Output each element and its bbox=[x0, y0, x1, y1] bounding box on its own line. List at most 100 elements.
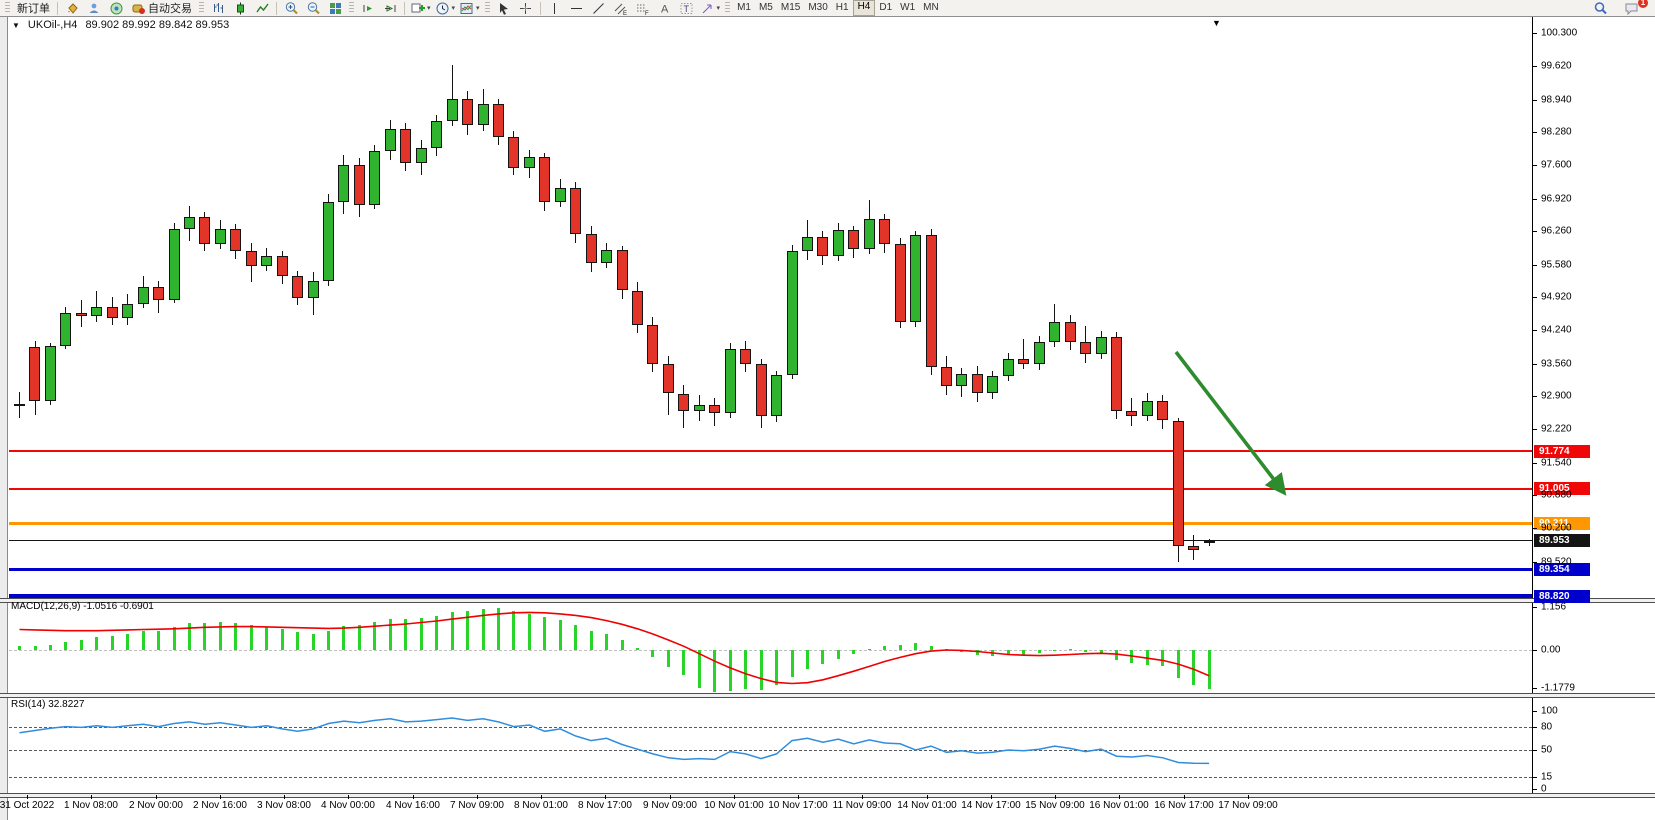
arrows-button[interactable]: ▾ bbox=[698, 1, 723, 16]
time-axis-tick bbox=[413, 795, 414, 799]
auto-scroll-button[interactable] bbox=[357, 1, 379, 16]
price-axis-tick bbox=[1532, 132, 1537, 134]
cursor-button[interactable] bbox=[493, 1, 515, 16]
line-chart-type-button[interactable] bbox=[251, 1, 273, 16]
macd-histogram-bar bbox=[682, 650, 686, 676]
auto-trading-button[interactable]: 自动交易 bbox=[127, 1, 196, 16]
candle-body bbox=[1141, 400, 1153, 416]
bar-chart-type-button[interactable] bbox=[207, 1, 229, 16]
time-axis-label: 16 Nov 17:00 bbox=[1154, 800, 1214, 811]
price-axis-label: 98.280 bbox=[1541, 126, 1572, 138]
tile-windows-button[interactable] bbox=[324, 1, 346, 16]
price-hline-88.820[interactable] bbox=[9, 594, 1532, 599]
text-button[interactable]: A bbox=[654, 1, 676, 16]
candle-body bbox=[678, 393, 690, 411]
timeframe-button-M30[interactable]: M30 bbox=[808, 2, 828, 13]
macd-histogram-bar bbox=[898, 644, 902, 650]
timeframe-button-M5[interactable]: M5 bbox=[758, 2, 773, 13]
candle-wick bbox=[96, 290, 98, 323]
toolbar-grip[interactable] bbox=[484, 2, 490, 14]
timeframe-button-M1[interactable]: M1 bbox=[737, 2, 751, 13]
annotation-arrow[interactable] bbox=[1174, 350, 1287, 496]
candle-body bbox=[709, 404, 721, 414]
search-button[interactable] bbox=[1589, 1, 1611, 16]
candle-body bbox=[755, 364, 767, 416]
macd-axis-tick bbox=[1532, 607, 1537, 608]
price-hline-91.005[interactable] bbox=[9, 487, 1532, 490]
candle-body bbox=[740, 349, 752, 365]
vertical-line-button[interactable] bbox=[544, 1, 566, 16]
price-hline-91.774[interactable] bbox=[9, 450, 1532, 453]
tile-windows-icon bbox=[329, 2, 341, 14]
timeframe-button-D1[interactable]: D1 bbox=[879, 2, 893, 13]
macd-histogram-bar bbox=[95, 637, 99, 650]
time-axis-tick bbox=[156, 795, 157, 799]
profiles-button[interactable] bbox=[83, 1, 105, 16]
chart-menu-icon[interactable]: ▼ bbox=[12, 20, 20, 30]
timeframe-button-H1[interactable]: H1 bbox=[835, 2, 849, 13]
timeframe-button-M15[interactable]: M15 bbox=[780, 2, 801, 13]
toolbar-grip[interactable] bbox=[725, 2, 731, 14]
macd-histogram-bar bbox=[203, 622, 207, 650]
panel-separator[interactable] bbox=[0, 693, 1655, 698]
zoom-in-button[interactable] bbox=[280, 1, 302, 16]
macd-histogram-bar bbox=[187, 623, 191, 650]
price-axis-label: 92.220 bbox=[1541, 423, 1572, 435]
periods-button[interactable]: ▾ bbox=[433, 1, 458, 16]
fibonacci-button[interactable]: F bbox=[632, 1, 654, 16]
rsi-axis-label: 50 bbox=[1541, 744, 1553, 756]
timeframe-button-MN[interactable]: MN bbox=[923, 2, 939, 13]
templates-button[interactable]: ▾ bbox=[457, 1, 482, 16]
candle-body bbox=[817, 236, 829, 257]
price-hline-89.953[interactable] bbox=[9, 540, 1532, 541]
macd-histogram-bar bbox=[218, 621, 222, 650]
crosshair-button[interactable] bbox=[515, 1, 537, 16]
chart-plot-area[interactable]: ▼ UKOil-,H4 89.902 89.992 89.842 89.953 … bbox=[0, 17, 1655, 820]
price-axis-tick bbox=[1532, 231, 1537, 233]
panel-separator[interactable] bbox=[0, 793, 1655, 798]
candle-body bbox=[338, 165, 350, 203]
chart-shift-button[interactable] bbox=[379, 1, 401, 16]
macd-histogram-bar bbox=[1037, 650, 1041, 653]
candle-body bbox=[307, 280, 319, 298]
macd-histogram-bar bbox=[728, 650, 732, 691]
time-axis-label: 8 Nov 17:00 bbox=[578, 800, 632, 811]
price-hline-89.354[interactable] bbox=[9, 568, 1532, 572]
candle-body bbox=[91, 306, 103, 317]
horizontal-line-button[interactable] bbox=[566, 1, 588, 16]
candle-body bbox=[570, 187, 582, 235]
candle-body bbox=[910, 235, 922, 323]
equidistant-channel-button[interactable]: E bbox=[610, 1, 632, 16]
trendline-button[interactable] bbox=[588, 1, 610, 16]
toolbar-grip[interactable] bbox=[199, 2, 204, 14]
candle-body bbox=[168, 229, 180, 301]
chart-shift-marker-icon[interactable]: ▼ bbox=[1212, 18, 1221, 28]
new-order-button[interactable]: 新订单 bbox=[17, 3, 50, 15]
time-axis-label: 16 Nov 01:00 bbox=[1089, 800, 1149, 811]
price-axis-tick bbox=[1532, 330, 1537, 332]
styler-button[interactable] bbox=[61, 1, 83, 16]
rsi-level-line bbox=[9, 726, 1532, 728]
dropdown-arrow-icon: ▾ bbox=[451, 4, 456, 12]
time-axis-label: 9 Nov 09:00 bbox=[643, 800, 697, 811]
timeframe-button-H4[interactable]: H4 bbox=[852, 0, 876, 16]
rsi-line bbox=[19, 717, 1210, 765]
price-hline-90.311[interactable] bbox=[9, 521, 1532, 525]
macd-histogram-bar bbox=[697, 650, 701, 688]
candle-body bbox=[245, 251, 257, 266]
zoom-out-button[interactable] bbox=[302, 1, 324, 16]
macd-axis-label: 0.00 bbox=[1541, 644, 1561, 656]
chat-button[interactable]: 1 bbox=[1621, 0, 1648, 16]
candle-wick bbox=[1023, 339, 1025, 369]
toolbar-grip[interactable] bbox=[5, 2, 10, 14]
toolbar-grip[interactable] bbox=[349, 2, 354, 14]
panel-separator[interactable] bbox=[0, 598, 1655, 603]
toolbar-separator bbox=[404, 1, 405, 15]
signals-button[interactable] bbox=[105, 1, 127, 16]
price-axis-label: 90.200 bbox=[1541, 522, 1572, 534]
text-label-button[interactable]: T bbox=[676, 1, 698, 16]
timeframe-button-W1[interactable]: W1 bbox=[900, 2, 916, 13]
new-chart-button[interactable]: ▾ bbox=[408, 1, 433, 16]
time-axis-tick bbox=[1248, 795, 1249, 799]
candlestick-type-button[interactable] bbox=[229, 1, 251, 16]
